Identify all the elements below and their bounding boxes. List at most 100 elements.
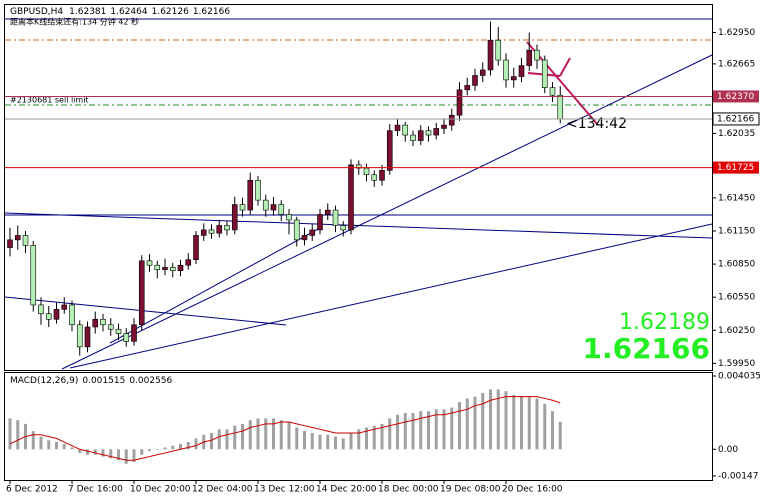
status-text: 距离本K线结束还有:134 分钟 42 秒 bbox=[10, 17, 139, 27]
candle-body bbox=[100, 318, 106, 326]
macd-bar bbox=[117, 449, 120, 461]
macd-bar bbox=[520, 396, 523, 450]
candle-body bbox=[193, 235, 199, 260]
macd-bar bbox=[357, 429, 361, 450]
x-tick-label: 14 Dec 20:00 bbox=[316, 485, 377, 495]
macd-bar bbox=[551, 411, 554, 450]
x-tick-label: 10 Dec 20:00 bbox=[130, 485, 191, 495]
macd-bar bbox=[504, 391, 508, 450]
macd-bar bbox=[489, 389, 492, 450]
macd-bar bbox=[326, 434, 330, 450]
candle-body bbox=[293, 219, 300, 241]
candle-body bbox=[30, 245, 37, 306]
candle-body bbox=[115, 328, 122, 334]
candle-body bbox=[270, 204, 277, 211]
macd-bar bbox=[318, 434, 322, 450]
candle-body bbox=[363, 167, 370, 176]
candle-body bbox=[479, 69, 486, 76]
candle-body bbox=[146, 260, 153, 266]
candle-body bbox=[534, 49, 540, 61]
macd-bar bbox=[8, 418, 12, 450]
candle-body bbox=[340, 225, 347, 231]
macd-bar bbox=[155, 449, 159, 450]
macd-bar bbox=[132, 449, 136, 463]
bid-price: 1.62166 bbox=[582, 332, 710, 365]
candle-body bbox=[185, 259, 192, 266]
candle-body bbox=[169, 267, 176, 272]
macd-bar bbox=[527, 396, 531, 450]
candle-body bbox=[317, 214, 323, 231]
low: 1.62126 bbox=[152, 7, 189, 17]
candle-body bbox=[138, 260, 145, 326]
candle-body bbox=[472, 75, 478, 86]
candle-body bbox=[402, 124, 409, 136]
y-tick-label: 1.62035 bbox=[718, 129, 755, 139]
x-tick-label: 6 Dec 2012 bbox=[6, 485, 58, 495]
macd-bar bbox=[303, 431, 306, 450]
y-tick-label: 1.60250 bbox=[718, 326, 755, 336]
close: 1.62166 bbox=[193, 7, 230, 17]
macd-bar bbox=[272, 418, 275, 450]
candle-body bbox=[557, 94, 564, 120]
macd-bar bbox=[217, 429, 221, 450]
candle-body bbox=[379, 170, 385, 181]
candle-body bbox=[456, 89, 463, 116]
x-tick-label: 7 Dec 16:00 bbox=[68, 485, 123, 495]
candle-body bbox=[425, 130, 432, 136]
macd-bar bbox=[70, 447, 74, 450]
candle-body bbox=[92, 318, 99, 328]
macd-bar bbox=[179, 443, 182, 450]
macd-bar bbox=[47, 440, 51, 450]
macd-bar bbox=[481, 392, 485, 450]
macd-bar bbox=[171, 445, 175, 450]
open: 1.62381 bbox=[69, 7, 106, 17]
macd-header: MACD(12,26,9) 0.001515 0.002556 bbox=[10, 376, 173, 386]
macd-bar bbox=[264, 418, 268, 450]
macd-bar bbox=[427, 411, 430, 450]
macd-bar bbox=[55, 442, 58, 450]
macd-bar bbox=[31, 431, 35, 450]
candle-body bbox=[177, 264, 184, 272]
candle-body bbox=[224, 225, 230, 231]
candle-body bbox=[53, 309, 60, 320]
macd-bar bbox=[295, 427, 299, 450]
macd-bar bbox=[256, 418, 260, 450]
candle-body bbox=[386, 130, 393, 171]
level-box bbox=[713, 161, 759, 174]
macd-bar bbox=[310, 432, 314, 450]
macd-bar bbox=[210, 432, 213, 450]
macd-bar bbox=[372, 425, 376, 450]
candle-body bbox=[510, 76, 517, 81]
candle-body bbox=[69, 304, 75, 326]
macd-bar bbox=[86, 449, 89, 455]
macd-bar bbox=[140, 449, 144, 455]
macd-bar bbox=[225, 429, 229, 450]
arrow-line bbox=[559, 57, 571, 77]
y-tick-label: 1.62665 bbox=[718, 59, 755, 69]
x-tick-label: 20 Dec 16:00 bbox=[502, 485, 563, 495]
level-box bbox=[713, 90, 759, 103]
macd-bar bbox=[411, 412, 415, 450]
macd-bar bbox=[62, 443, 66, 450]
candle-body bbox=[208, 229, 215, 234]
candle-body bbox=[526, 49, 533, 66]
trend-line bbox=[4, 296, 287, 326]
macd-bar bbox=[558, 421, 562, 450]
x-tick-label: 19 Dec 08:00 bbox=[440, 485, 501, 495]
x-tick-label: 13 Dec 12:00 bbox=[254, 485, 315, 495]
y-tick-label: 1.60850 bbox=[718, 260, 755, 270]
trend-line bbox=[69, 223, 713, 369]
macd-tick-label: 0.004035 bbox=[718, 372, 760, 382]
candle-body bbox=[231, 204, 238, 231]
x-tick-label: 12 Dec 04:00 bbox=[192, 485, 253, 495]
y-tick-label: 1.60550 bbox=[718, 293, 755, 303]
macd-bar bbox=[419, 411, 423, 450]
ask-price: 1.62189 bbox=[619, 310, 710, 335]
candle-body bbox=[441, 124, 447, 129]
candle-body bbox=[332, 209, 339, 226]
y-tick-label: 1.59950 bbox=[718, 359, 755, 369]
y-tick-label: 1.62950 bbox=[718, 28, 755, 38]
macd-bar bbox=[512, 394, 516, 450]
plot bbox=[7, 21, 564, 464]
